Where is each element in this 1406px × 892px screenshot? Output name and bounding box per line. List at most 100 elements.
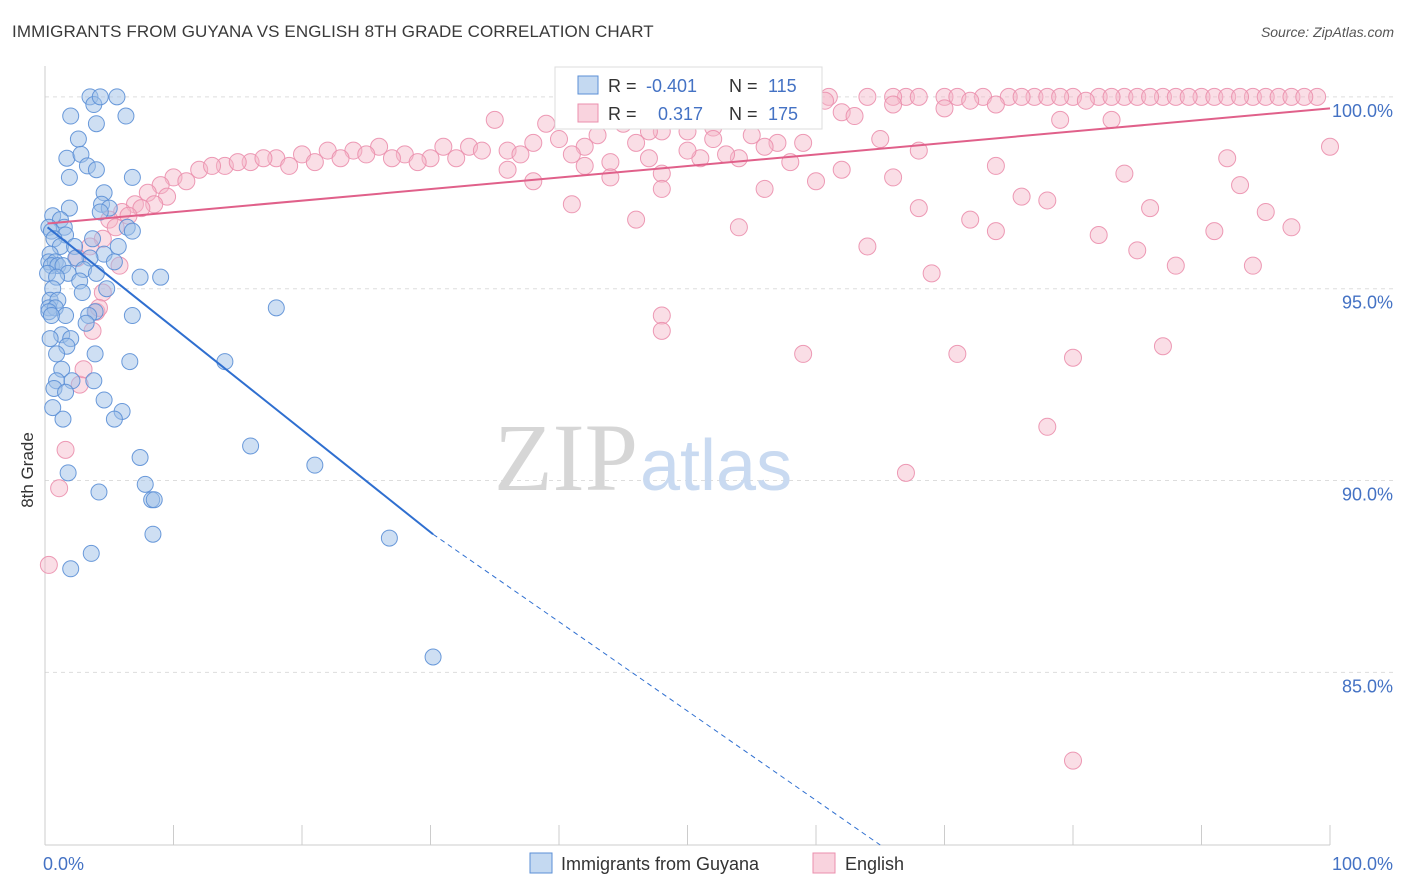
y-tick-label: 100.0% [1332,101,1393,121]
stats-english-n-label: N = [729,104,758,124]
guyana-point [86,345,104,363]
guyana-point [267,299,285,317]
english-point [652,179,671,198]
english-point [203,156,222,175]
english-point [601,153,620,172]
grid [45,96,1395,673]
watermark-zip: ZIP [494,404,638,511]
english-point [1153,337,1172,356]
guyana-point [54,410,72,428]
english-point [639,149,658,168]
guyana-point [60,199,78,217]
english-point [50,479,69,498]
english-point [39,555,58,574]
english-point [845,107,864,126]
english-point [254,149,273,168]
english-point [1141,199,1160,218]
english-point [627,210,646,229]
guyana-point [87,115,105,133]
guyana-point [73,284,91,302]
english-point [1192,87,1211,106]
legend-english-label: English [845,854,904,874]
english-point [56,440,75,459]
english-point [1089,225,1108,244]
english-point [1256,202,1275,221]
guyana-point [85,372,103,390]
english-point [177,172,196,191]
english-point [1128,87,1147,106]
english-point [1269,87,1288,106]
english-point [884,168,903,187]
watermark: ZIP atlas [494,404,792,511]
guyana-trend-extension [432,533,881,846]
english-point [961,91,980,110]
guyana-point [109,237,127,255]
y-tick-label: 90.0% [1342,485,1393,505]
english-point [1308,87,1327,106]
legend: Immigrants from Guyana English [529,852,904,874]
english-point [562,145,581,164]
english-point [357,145,376,164]
x-tick-label: 100.0% [1332,854,1393,874]
english-point [1218,149,1237,168]
english-point [1051,110,1070,129]
english-point [1282,218,1301,237]
tick-labels: 85.0% 90.0% 95.0% 100.0% 0.0% 100.0% [43,101,1393,874]
english-point [1231,87,1250,106]
stats-guyana-n-value: 115 [768,76,797,96]
english-point [1256,87,1275,106]
guyana-point [91,88,109,106]
guyana-point [98,280,116,298]
english-point [1205,87,1224,106]
english-point [652,321,671,340]
legend-guyana-swatch [529,852,553,874]
guyana-point [77,314,95,332]
english-point [794,344,813,363]
english-point [678,141,697,160]
legend-english-swatch [812,852,836,874]
y-tick-label: 85.0% [1342,676,1393,696]
guyana-point [59,464,77,482]
english-point [1064,751,1082,770]
english-point [1166,256,1185,275]
stats-box: R = -0.401 N = 115 R = 0.317 N = 175 [554,66,823,130]
english-point [1076,91,1095,110]
english-point [627,133,646,152]
english-point [1295,87,1314,106]
guyana-point [105,410,123,428]
english-point [1115,87,1134,106]
guyana-point [91,203,109,221]
english-point [1166,87,1185,106]
english-point [948,344,967,363]
english-point [1038,191,1057,210]
guyana-point [57,383,75,401]
guyana-point [152,268,170,286]
guyana-point [121,353,139,371]
guyana-point [62,107,80,125]
english-point [1038,417,1057,436]
guyana-trend-line [46,226,434,536]
english-point [794,133,813,152]
english-point [498,160,517,179]
english-point [729,218,748,237]
english-point [1205,222,1224,241]
english-point [537,114,556,133]
english-point [485,110,504,129]
guyana-point [69,130,87,148]
english-point [562,195,581,214]
guyana-point [123,307,141,325]
y-axis-label: 8th Grade [18,432,37,508]
stats-guyana-r-value: -0.401 [646,76,697,96]
guyana-point [117,107,135,125]
english-point [1128,241,1147,260]
guyana-point [136,475,154,493]
stats-guyana-swatch [577,75,599,95]
english-point [1012,187,1031,206]
english-point [138,183,157,202]
guyana-point [44,399,62,417]
source-note: Source: ZipAtlas.com [1260,24,1394,40]
english-trend-line [47,107,1331,225]
english-point [1179,87,1198,106]
english-point [511,145,530,164]
stats-english-n-value: 175 [768,104,798,124]
